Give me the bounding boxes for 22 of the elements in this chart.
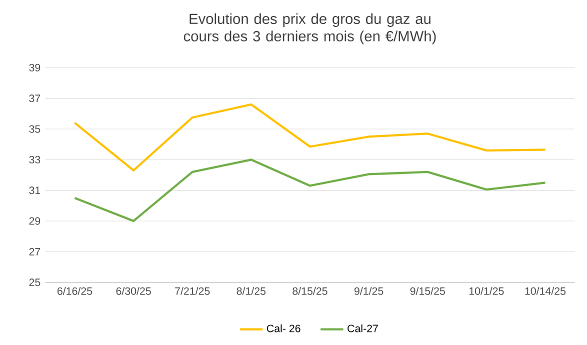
x-tick-label: 9/1/25 <box>354 287 384 295</box>
x-tick-label: 9/15/25 <box>410 287 445 295</box>
legend-label: Cal-27 <box>348 324 378 332</box>
x-tick-label: 10/1/25 <box>469 287 504 295</box>
y-tick-label: 35 <box>29 125 40 133</box>
y-tick-label: 39 <box>29 64 40 72</box>
y-tick-label: 27 <box>29 248 40 256</box>
x-tick-label: 8/15/25 <box>292 287 328 295</box>
chart-title: Evolution des prix de gros du gaz au cours des 3 derniers mois (en €/MWh) <box>184 13 436 44</box>
y-tick-label: 31 <box>29 186 40 194</box>
legend-label: Cal- 26 <box>266 324 300 332</box>
x-tick-label: 10/14/25 <box>525 287 566 295</box>
line-series <box>74 103 546 172</box>
x-tick-label: 8/1/25 <box>236 287 266 295</box>
y-tick-label: 25 <box>29 278 40 286</box>
line-series <box>74 158 546 222</box>
y-tick-label: 33 <box>29 156 40 164</box>
y-tick-label: 37 <box>29 94 40 102</box>
x-tick-label: 6/16/25 <box>57 287 92 295</box>
x-tick-label: 6/30/25 <box>116 287 151 295</box>
x-tick-label: 7/21/25 <box>175 287 210 295</box>
y-tick-label: 29 <box>29 217 40 225</box>
